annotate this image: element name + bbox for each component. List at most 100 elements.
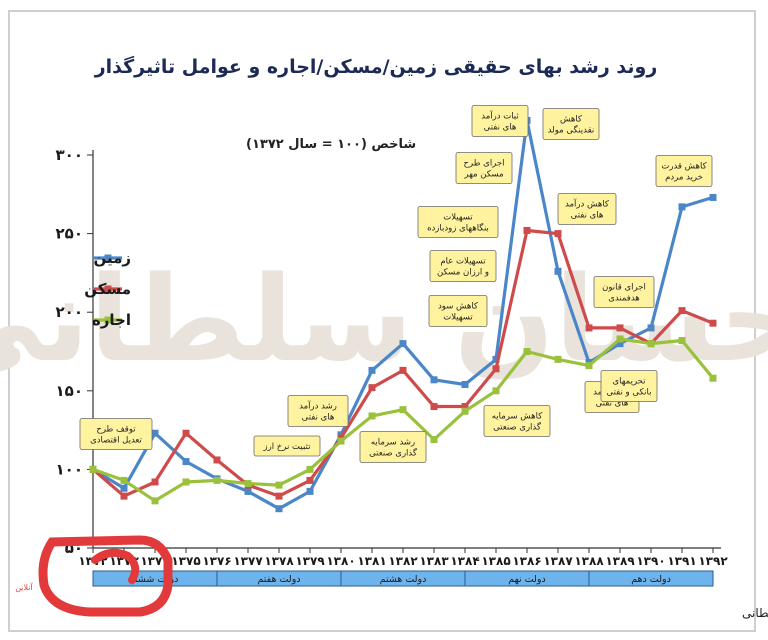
data-point <box>616 335 624 343</box>
x-tick-label: ۱۳۸۴ <box>450 554 479 568</box>
period-label: دولت دهم <box>631 574 671 585</box>
data-point <box>306 465 314 473</box>
annotation-text: بنگاههای زودبازده <box>427 223 489 234</box>
data-point <box>306 476 314 484</box>
period-label: دولت نهم <box>508 574 545 585</box>
data-point <box>678 203 686 211</box>
annotation-text: توقف طرح <box>96 425 136 435</box>
annotation-box <box>79 418 153 450</box>
data-point <box>585 324 593 332</box>
annotation-text: تسهیلات <box>443 313 473 323</box>
x-tick-label: ۱۳۸۸ <box>574 554 604 568</box>
annotation-box <box>557 193 617 225</box>
data-point <box>120 476 128 484</box>
x-tick-label: ۱۳۸۷ <box>543 554 573 568</box>
period-label: دولت هشتم <box>380 574 427 585</box>
data-point <box>244 487 252 495</box>
legend-label: زمین <box>93 249 131 267</box>
data-point <box>213 456 221 464</box>
y-tick-label: ۳۰۰ <box>56 146 83 164</box>
annotation-text: هدفمندی <box>608 294 640 304</box>
annotation-text: تثبیت نرخ ارز <box>263 442 312 452</box>
annotation-box <box>287 395 349 427</box>
data-point <box>616 340 624 348</box>
annotation-text: نقدینگی مولد <box>548 125 595 136</box>
data-point <box>275 505 283 513</box>
data-point <box>709 374 717 382</box>
annotation-text: رشد درآمد <box>299 400 337 412</box>
annotation-text: اجرای قانون <box>602 283 646 293</box>
data-point <box>89 465 97 473</box>
chart-subtitle: شاخص (۱۰۰ = سال ۱۳۷۲) <box>246 137 416 152</box>
data-point <box>678 307 686 315</box>
y-tick-label: ۱۰۰ <box>56 460 83 478</box>
x-tick-label: ۱۳۷۸ <box>264 554 294 568</box>
data-point <box>399 340 407 348</box>
data-point <box>523 348 531 355</box>
data-point <box>647 324 655 332</box>
x-tick-label: ۱۳۸۶ <box>512 554 541 568</box>
data-point <box>585 362 593 370</box>
data-point <box>492 355 500 363</box>
data-point <box>616 324 624 332</box>
data-point <box>306 487 314 495</box>
annotation-text: های نفتی <box>596 399 629 409</box>
data-point <box>554 355 562 363</box>
annotation-text: کاهش قدرت <box>661 162 707 172</box>
data-point <box>647 340 655 348</box>
annotation-text: کاهش سود <box>438 302 479 312</box>
x-tick-label: ۱۳۹۱ <box>667 554 696 568</box>
annotation-text: تحریمهای <box>613 377 647 387</box>
annotation-text: ثبات درآمد <box>481 110 519 122</box>
y-tick-label: ۱۵۰ <box>56 382 83 400</box>
annotation-box <box>471 105 529 137</box>
data-point <box>182 429 190 437</box>
data-point <box>368 384 376 392</box>
data-point <box>461 407 469 415</box>
x-tick-label: ۱۳۷۶ <box>202 554 231 568</box>
watermark: احسان سلطانی <box>0 250 768 388</box>
period-label: دولت ششم <box>132 574 179 585</box>
annotation-box <box>455 152 513 184</box>
x-tick-label: ۱۳۸۱ <box>357 554 386 568</box>
data-point <box>244 480 252 488</box>
annotation-text: بانکی و نفتی <box>607 388 652 398</box>
data-point <box>182 458 190 466</box>
data-point <box>554 267 562 275</box>
x-tick-label: ۱۳۸۲ <box>388 554 418 568</box>
data-point <box>461 381 469 389</box>
chart-title: روند رشد بهای حقیقی زمین/مسکن/اجاره و عو… <box>94 55 658 78</box>
series <box>89 116 717 513</box>
data-point <box>399 366 407 374</box>
annotation-box <box>359 431 427 463</box>
x-tick-label: ۱۳۹۰ <box>636 554 665 568</box>
data-point <box>368 366 376 374</box>
data-point <box>461 403 469 411</box>
x-tick-label: ۱۳۸۳ <box>419 554 449 568</box>
annotation-box <box>417 206 499 238</box>
data-point <box>151 478 159 486</box>
data-point <box>213 476 221 484</box>
annotation-box <box>429 250 497 282</box>
legend-marker <box>104 285 112 293</box>
x-tick-label: ۱۳۹۲ <box>698 554 728 568</box>
annotation-text: گذاری صنعتی <box>493 422 542 433</box>
x-tick-label: ۱۳۸۹ <box>605 554 635 568</box>
data-point <box>120 492 128 500</box>
annotation-text: خرید مردم <box>665 173 703 183</box>
data-point <box>337 437 345 445</box>
annotation-callout: تثبیت نرخ ارز <box>253 435 321 457</box>
data-point <box>151 497 159 505</box>
annotation-text: تسهیلات <box>443 213 473 223</box>
annotation-box <box>428 295 488 327</box>
